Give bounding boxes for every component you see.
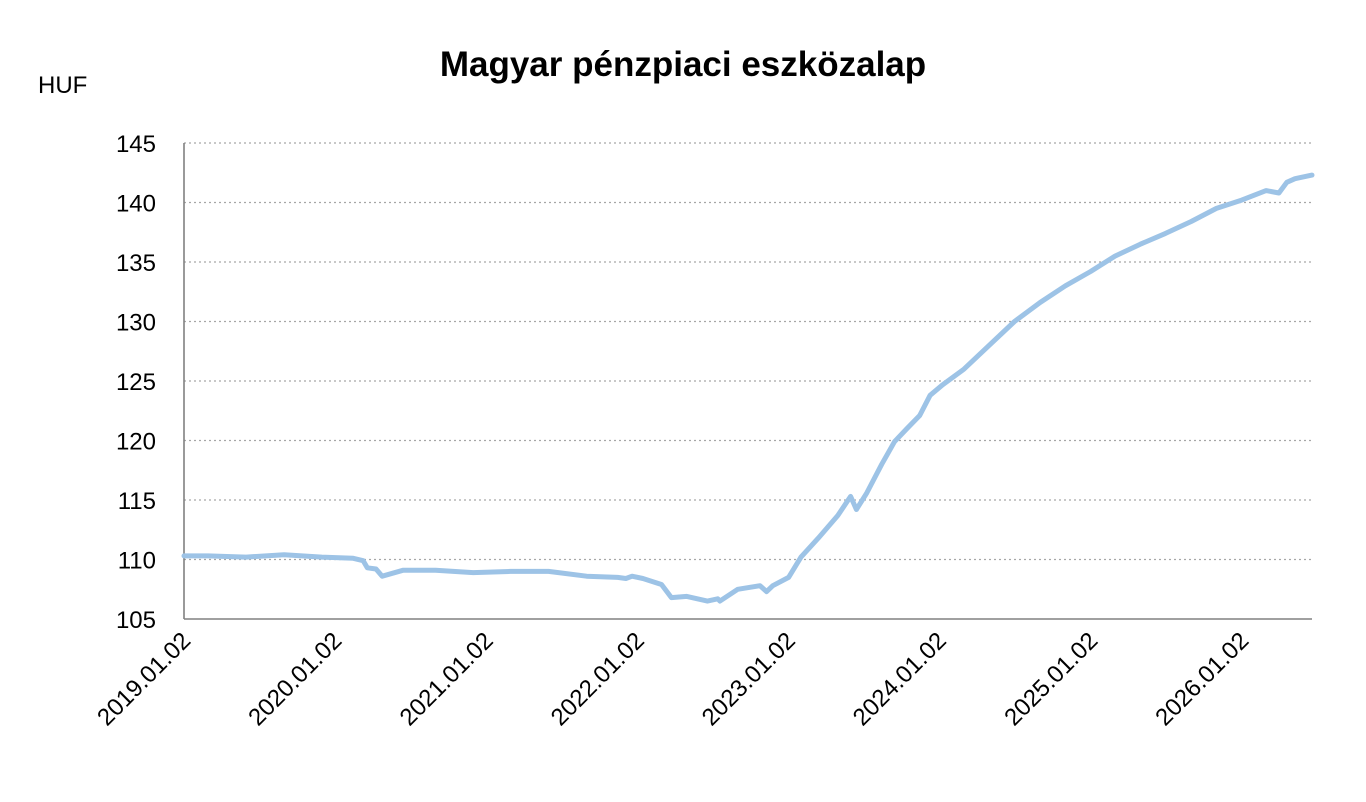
- x-tick-label: 2021.01.02: [395, 627, 499, 731]
- x-tick-label: 2023.01.02: [697, 627, 801, 731]
- x-axis-ticks: 2019.01.02 2020.01.02 2021.01.02 2022.01.02…: [92, 627, 1254, 731]
- x-tick-label: 2025.01.02: [999, 627, 1103, 731]
- y-tick-label: 110: [118, 548, 156, 575]
- y-tick-label: 130: [116, 310, 156, 337]
- x-tick-label: 2022.01.02: [546, 627, 650, 731]
- y-tick-label: 120: [116, 429, 156, 456]
- x-tick-label: 2026.01.02: [1150, 627, 1254, 731]
- y-tick-label: 145: [116, 131, 156, 158]
- y-tick-label: 125: [116, 369, 156, 396]
- y-tick-label: 140: [116, 191, 156, 218]
- x-tick-label: 2019.01.02: [92, 627, 196, 731]
- axes: [183, 143, 1312, 620]
- y-tick-label: 105: [116, 607, 156, 634]
- x-tick-label: 2024.01.02: [848, 627, 952, 731]
- y-axis-ticks: 105 110 115 120 125 130 135 140 145: [116, 131, 156, 634]
- y-axis-unit-label: HUF: [38, 72, 87, 99]
- y-tick-label: 135: [116, 250, 156, 277]
- y-tick-label: 115: [118, 488, 156, 515]
- series-group: [181, 172, 1315, 604]
- grid-lines: [184, 142, 1312, 561]
- chart-title: Magyar pénzpiaci eszközalap: [440, 45, 926, 84]
- series-line: [181, 172, 1315, 604]
- x-tick-label: 2020.01.02: [243, 627, 347, 731]
